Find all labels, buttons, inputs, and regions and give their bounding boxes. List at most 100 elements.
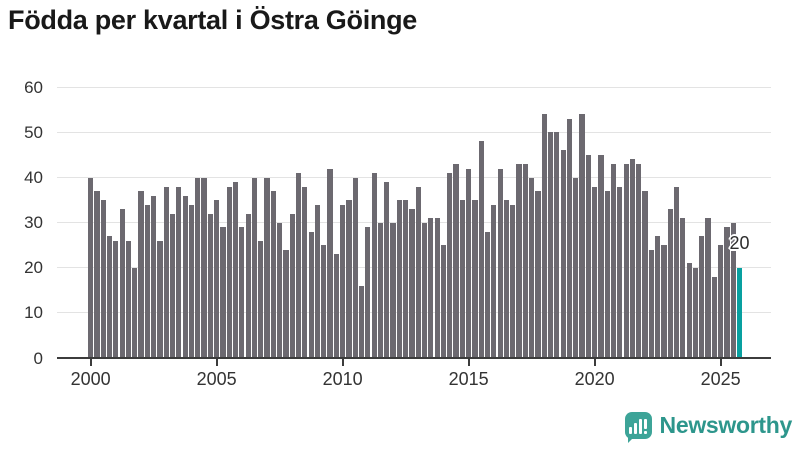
bar-2017K3 xyxy=(529,177,535,358)
bar-2008K4 xyxy=(308,231,314,358)
bar-2017K4 xyxy=(535,191,541,358)
bar-2018K1 xyxy=(541,114,547,358)
y-tick-label-30: 30 xyxy=(24,213,43,233)
bar-2019K4 xyxy=(585,154,591,358)
bar-2023K4 xyxy=(686,263,692,358)
x-tick-2005 xyxy=(215,359,218,366)
x-tick-label-2025: 2025 xyxy=(700,369,741,389)
bar-2014K3 xyxy=(453,163,459,358)
bar-2020K2 xyxy=(598,154,604,358)
bar-2023K3 xyxy=(680,218,686,358)
x-tick-2000 xyxy=(89,359,92,366)
bar-2022K1 xyxy=(642,191,648,358)
newsworthy-logo: Newsworthy xyxy=(624,412,793,443)
y-tick-label-0: 0 xyxy=(33,348,43,368)
bar-2022K2 xyxy=(648,249,654,358)
bar-2002K3 xyxy=(151,195,157,358)
bar-2016K1 xyxy=(491,204,497,358)
bar-2003K3 xyxy=(176,186,182,358)
bar-2020K4 xyxy=(610,163,617,358)
bar-2013K3 xyxy=(428,218,434,358)
bar-2025K3 xyxy=(730,222,736,358)
y-tick-label-40: 40 xyxy=(24,168,43,188)
x-axis-line xyxy=(57,357,771,359)
bar-2004K3 xyxy=(201,177,207,358)
newsworthy-bar-chart-bubble-icon xyxy=(624,412,652,443)
bar-2006K4 xyxy=(258,240,264,358)
bar-2011K1 xyxy=(365,227,371,358)
x-tick-2010 xyxy=(341,359,344,366)
bar-2004K2 xyxy=(195,177,201,358)
bar-2021K3 xyxy=(629,159,636,358)
bar-2010K3 xyxy=(352,177,358,358)
logo-exclamation xyxy=(644,419,648,434)
bar-2013K4 xyxy=(434,218,440,358)
bar-2002K2 xyxy=(144,204,150,358)
x-tick-label-2010: 2010 xyxy=(322,369,363,389)
bar-2023K1 xyxy=(667,209,673,358)
bar-2000K1 xyxy=(88,177,94,358)
newsworthy-logo-text: Newsworthy xyxy=(659,412,793,438)
bar-2014K2 xyxy=(447,173,453,358)
bar-2012K1 xyxy=(390,222,396,358)
bar-2001K1 xyxy=(113,240,119,358)
gridline-y-40 xyxy=(57,177,771,179)
bar-2008K1 xyxy=(289,213,295,358)
logo-bar-tall xyxy=(639,419,643,434)
bar-2005K1 xyxy=(214,200,220,358)
bar-2013K1 xyxy=(415,186,421,358)
bar-2003K1 xyxy=(163,186,169,358)
y-tick-label-60: 60 xyxy=(24,77,43,97)
bar-2007K4 xyxy=(283,249,289,358)
bar-2001K3 xyxy=(125,240,132,358)
bar-2024K4 xyxy=(711,276,717,358)
y-tick-label-10: 10 xyxy=(24,303,43,323)
y-tick-label-50: 50 xyxy=(24,122,43,142)
bar-2011K4 xyxy=(384,182,390,358)
bar-2006K1 xyxy=(239,227,245,358)
bar-2010K2 xyxy=(346,200,352,358)
bar-2003K2 xyxy=(169,213,176,358)
bar-2010K4 xyxy=(358,285,365,358)
bar-2013K2 xyxy=(421,222,428,358)
bar-2004K4 xyxy=(207,213,213,358)
bar-2002K4 xyxy=(157,240,163,358)
bar-2005K4 xyxy=(232,182,239,358)
bar-2019K3 xyxy=(579,114,585,358)
bar-2011K2 xyxy=(371,173,377,358)
bar-2007K3 xyxy=(277,222,283,358)
logo-bar-medium xyxy=(634,423,638,434)
bar-2001K4 xyxy=(132,267,138,358)
bar-2004K1 xyxy=(188,204,195,358)
bar-2005K3 xyxy=(226,186,232,358)
bar-2022K4 xyxy=(661,245,667,358)
bar-2021K1 xyxy=(617,186,623,358)
x-tick-2015 xyxy=(467,359,470,366)
bar-2017K1 xyxy=(516,163,522,358)
bar-2016K3 xyxy=(503,200,510,358)
bar-2018K4 xyxy=(560,150,566,358)
bar-2012K3 xyxy=(403,200,409,358)
bar-2000K4 xyxy=(106,236,113,358)
bar-2019K1 xyxy=(566,118,573,358)
bar-2021K4 xyxy=(636,163,642,358)
bar-2016K2 xyxy=(497,168,503,358)
bar-2018K3 xyxy=(554,132,560,358)
bar-2008K3 xyxy=(302,186,308,358)
bar-2014K4 xyxy=(459,200,465,358)
bar-2015K1 xyxy=(466,168,472,358)
bar-2021K2 xyxy=(623,163,629,358)
bar-2011K3 xyxy=(377,222,384,358)
x-tick-2020 xyxy=(593,359,596,366)
logo-bar-small xyxy=(629,427,633,434)
bar-2012K2 xyxy=(396,200,402,358)
bar-2020K3 xyxy=(604,191,610,358)
chart-title: Födda per kvartal i Östra Göinge xyxy=(8,5,418,35)
bar-2006K2 xyxy=(245,213,251,358)
bar-2009K3 xyxy=(327,168,333,358)
bar-2024K1 xyxy=(692,267,699,358)
bar-2024K2 xyxy=(699,236,705,358)
x-tick-label-2015: 2015 xyxy=(448,369,489,389)
bar-2025K2 xyxy=(724,227,730,358)
